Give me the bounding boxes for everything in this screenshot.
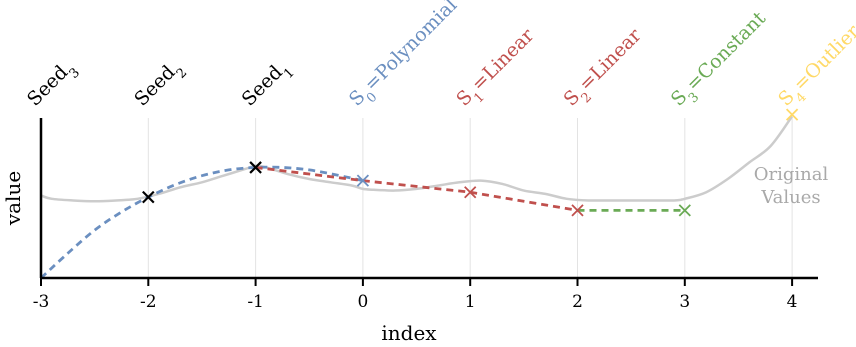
- top-label: S0=Polynomial: [345, 0, 466, 115]
- axes: [39, 118, 818, 280]
- x-tick-label: 0: [357, 292, 368, 312]
- point-marker-linear: [464, 186, 477, 199]
- top-label: Seed1: [238, 55, 298, 115]
- top-label: S4=Outlier: [774, 20, 856, 115]
- linear-series-line: [255, 166, 578, 212]
- x-tick-label: -2: [140, 292, 157, 312]
- x-tick-label: 4: [787, 292, 798, 312]
- markers-layer: [142, 108, 799, 217]
- imputed-series-layer: [40, 165, 685, 280]
- point-marker-constant: [678, 204, 691, 217]
- polynomial-series-line: [40, 165, 364, 280]
- original-values-line: [40, 115, 794, 203]
- x-tick-label: -3: [33, 292, 50, 312]
- x-ticks: -3 -2 -1 0 1 2 3 4: [33, 278, 798, 312]
- point-marker-seed: [142, 190, 155, 204]
- x-tick-label: 3: [679, 292, 690, 312]
- top-label: S1=Linear: [452, 24, 543, 115]
- x-tick-label: 1: [465, 292, 476, 312]
- point-marker-outlier: [785, 108, 799, 121]
- x-tick-label: 2: [572, 292, 583, 312]
- top-label: Seed2: [130, 55, 190, 115]
- point-marker-seed: [249, 161, 262, 174]
- top-label: Seed3: [23, 55, 83, 115]
- x-axis-title: index: [381, 321, 437, 345]
- y-axis-title: value: [1, 171, 25, 226]
- point-marker-linear: [571, 204, 584, 217]
- top-label: S2=Linear: [559, 24, 650, 115]
- gridlines: [40, 118, 793, 278]
- original-values-layer: [40, 115, 794, 203]
- original-values-annotation: Original Values: [754, 164, 829, 208]
- x-tick-label: -1: [247, 292, 264, 312]
- top-labels: Seed3 Seed2 Seed1 S0=PolynomialS1=LinearS2=…: [23, 0, 856, 115]
- point-marker-polynomial: [356, 174, 370, 187]
- top-label: S3=Constant: [667, 7, 775, 115]
